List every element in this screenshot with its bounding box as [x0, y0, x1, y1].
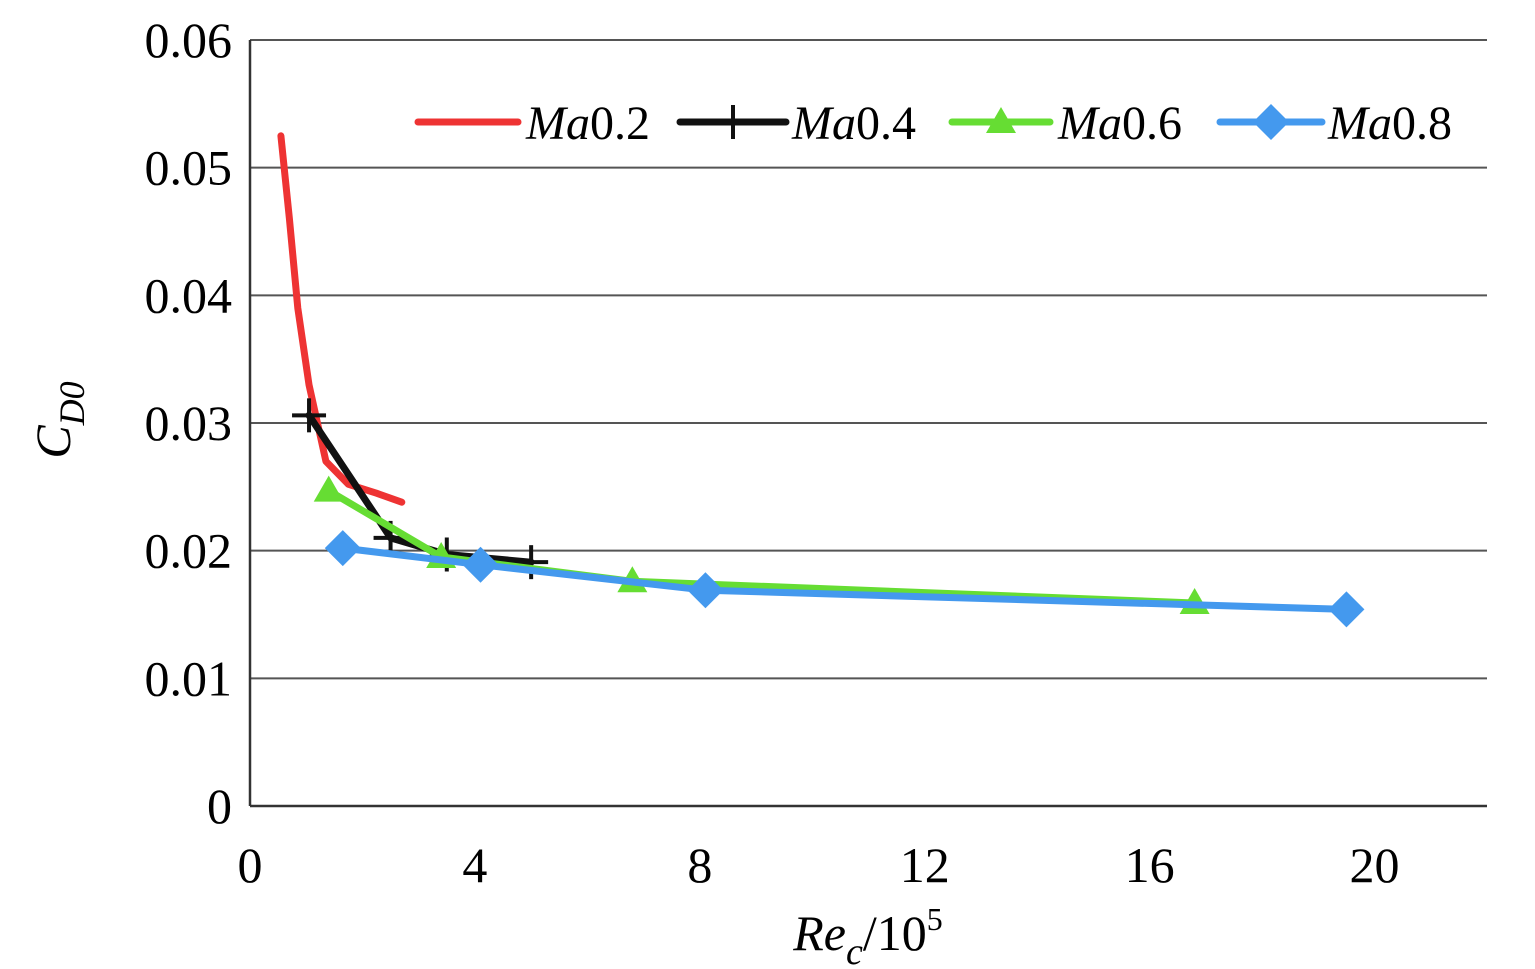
legend-label-2: Ma0.6 — [1057, 97, 1182, 150]
y-tick-label-3: 0.03 — [145, 395, 233, 451]
legend-item-1: Ma0.4 — [676, 97, 916, 150]
data-point-1-0 — [292, 398, 327, 433]
y-tick-label-0: 0 — [207, 778, 232, 834]
x-tick-label-1: 4 — [462, 837, 487, 893]
y-tick-label-4: 0.04 — [145, 267, 233, 323]
x-tick-labels: 0 4 8 12 16 20 — [238, 837, 1400, 893]
gridlines — [250, 39, 1487, 680]
legend-label-0: Ma0.2 — [525, 97, 650, 150]
x-tick-label-2: 8 — [687, 837, 712, 893]
y-tick-labels: 0 0.01 0.02 0.03 0.04 0.05 0.06 — [145, 12, 233, 834]
y-tick-label-5: 0.05 — [145, 140, 233, 196]
axes — [248, 40, 1487, 808]
legend-item-0: Ma0.2 — [414, 97, 650, 150]
x-axis-title: Rec/105 — [792, 901, 943, 969]
legend-item-2: Ma0.6 — [948, 97, 1182, 150]
series-ma-0.8 — [324, 530, 1365, 628]
data-point-3-1 — [462, 546, 499, 583]
legend-marker-1 — [716, 105, 750, 139]
legend-marker-2 — [986, 107, 1016, 133]
legend-item-3: Ma0.8 — [1216, 97, 1452, 150]
series-line-3 — [339, 544, 1350, 613]
legend-marker-3 — [1253, 104, 1289, 140]
x-tick-label-4: 16 — [1125, 837, 1175, 893]
data-point-3-3 — [1328, 591, 1365, 628]
x-tick-label-5: 20 — [1350, 837, 1400, 893]
y-tick-label-6: 0.06 — [145, 12, 233, 68]
data-point-3-0 — [324, 530, 361, 567]
legend: Ma0.2 Ma0.4 Ma0.6 Ma0.8 — [414, 97, 1452, 150]
legend-label-3: Ma0.8 — [1327, 97, 1452, 150]
legend-label-1: Ma0.4 — [791, 97, 916, 150]
data-point-3-2 — [687, 572, 724, 609]
x-tick-label-0: 0 — [238, 837, 263, 893]
y-tick-label-2: 0.02 — [145, 523, 233, 579]
data-point-2-0 — [313, 475, 344, 502]
y-tick-label-1: 0.01 — [145, 650, 233, 706]
x-tick-label-3: 12 — [900, 837, 950, 893]
y-axis-title: CD0 — [25, 381, 92, 458]
series-group — [277, 132, 1365, 628]
